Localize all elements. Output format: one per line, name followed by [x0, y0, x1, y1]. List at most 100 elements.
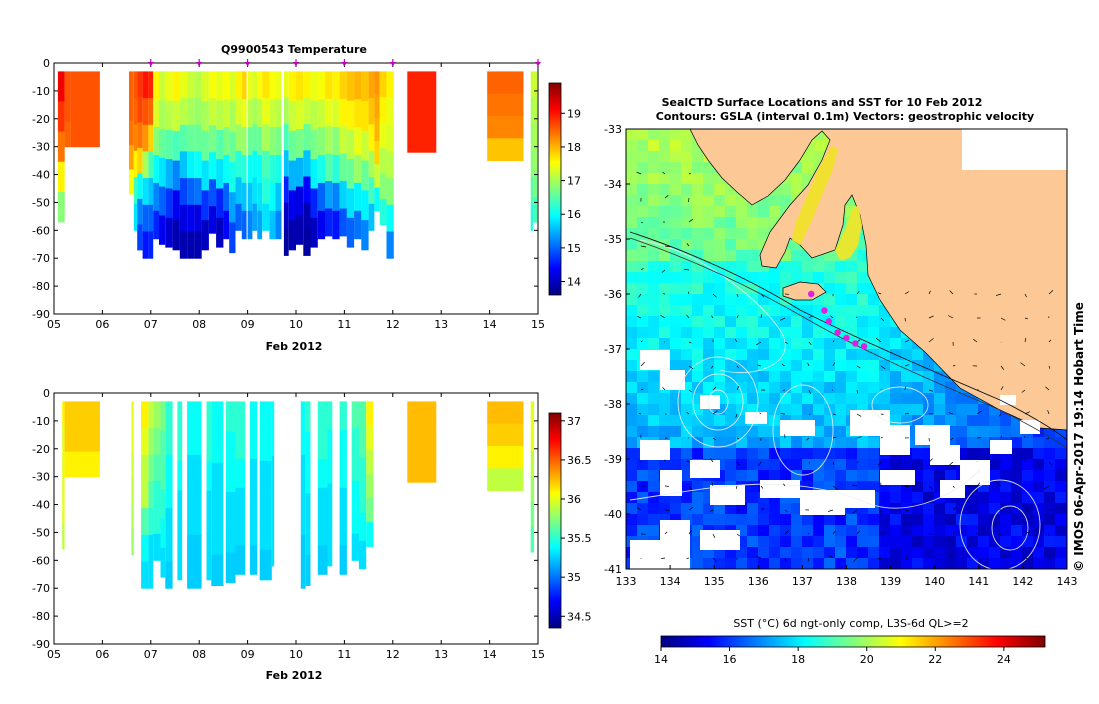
- sst-cell: [934, 514, 945, 525]
- map-y-tick-label: -40: [604, 508, 622, 521]
- seal-location: [821, 307, 827, 313]
- sst-cell: [824, 514, 835, 525]
- profile-cell: [226, 462, 236, 493]
- sst-cell: [747, 250, 758, 261]
- sst-cell: [879, 327, 890, 338]
- sst-cell: [769, 525, 780, 536]
- sst-cell: [791, 514, 802, 525]
- sst-cell: [626, 140, 637, 151]
- sst-cell: [824, 558, 835, 569]
- sst-cell: [1066, 272, 1077, 283]
- sst-cell: [901, 547, 912, 558]
- sst-cell: [978, 536, 989, 547]
- profile-cell: [153, 127, 159, 155]
- profile-cell: [387, 178, 394, 205]
- sst-cell: [835, 525, 846, 536]
- profile-cell: [306, 493, 311, 524]
- sst-cell: [692, 239, 703, 250]
- profile-cell: [325, 154, 332, 182]
- map-x-tick-label: 136: [748, 575, 769, 588]
- sst-cell: [681, 305, 692, 316]
- sst-cell: [1044, 536, 1055, 547]
- profile-cell: [211, 493, 223, 524]
- sst-cell: [824, 525, 835, 536]
- sst-cell: [670, 261, 681, 272]
- profile-cell: [159, 129, 165, 158]
- sst-cell: [703, 338, 714, 349]
- sst-cell: [824, 349, 835, 360]
- sst-cell: [879, 382, 890, 393]
- sst-cell: [1033, 492, 1044, 503]
- profile-cell: [165, 535, 172, 562]
- profile-cell: [487, 446, 523, 469]
- profile-cell: [374, 141, 379, 165]
- sst-cell: [725, 217, 736, 228]
- sst-cell: [681, 415, 692, 426]
- velocity-vector: [881, 414, 884, 415]
- sst-cell: [736, 305, 747, 316]
- sst-cell: [626, 382, 637, 393]
- sst-cell: [1044, 525, 1055, 536]
- sst-cell: [912, 492, 923, 503]
- sst-cell: [703, 305, 714, 316]
- profile-cell: [260, 520, 272, 550]
- profile-cell: [242, 127, 247, 155]
- colorbar-tick-label: 16: [567, 208, 581, 221]
- sst-cell: [681, 349, 692, 360]
- sst-cell: [901, 338, 912, 349]
- profile-cell: [340, 517, 347, 546]
- sst-cell: [934, 558, 945, 569]
- sst-cell: [670, 140, 681, 151]
- sst-cell: [648, 470, 659, 481]
- sst-cell: [978, 525, 989, 536]
- sst-cell: [1000, 558, 1011, 569]
- sst-cell: [769, 470, 780, 481]
- sst-cell: [901, 459, 912, 470]
- sst-cell: [802, 437, 813, 448]
- profile-cell: [137, 199, 142, 225]
- sst-cell: [934, 415, 945, 426]
- x-tick-label: 09: [241, 318, 255, 331]
- sst-cell: [648, 184, 659, 195]
- profile-cell: [173, 101, 180, 131]
- sst-cell: [769, 360, 780, 371]
- profile-cell: [275, 183, 281, 211]
- sst-cell: [912, 547, 923, 558]
- sst-cell: [1044, 481, 1055, 492]
- sst-cell: [648, 481, 659, 492]
- profile-cell: [387, 151, 394, 178]
- profile-cell: [187, 205, 194, 232]
- profile-cell: [242, 99, 247, 127]
- profile-cell: [137, 148, 142, 174]
- cloud-patch: [690, 460, 720, 478]
- sst-cell: [1044, 514, 1055, 525]
- profile-cell: [148, 562, 153, 589]
- profile-cell: [137, 97, 142, 123]
- sst-cell: [857, 514, 868, 525]
- profile-cell: [359, 485, 366, 513]
- sst-cell: [1000, 426, 1011, 437]
- sst-cell: [670, 448, 681, 459]
- sst-cell: [813, 360, 824, 371]
- sst-cell: [681, 503, 692, 514]
- sst-cell: [747, 503, 758, 514]
- sst-cell: [626, 338, 637, 349]
- sst-cell: [868, 360, 879, 371]
- profile-cell: [361, 131, 368, 161]
- profile-cell: [275, 127, 281, 155]
- profile-cell: [159, 216, 165, 245]
- sst-cell: [714, 371, 725, 382]
- map-y-tick-label: -34: [604, 178, 622, 191]
- sst-cell: [1066, 140, 1077, 151]
- sst-colorbar-label: SST (°C) 6d ngt-only comp, L3S-6d QL>=2: [733, 617, 968, 630]
- profile-cell: [242, 155, 247, 183]
- sst-cell: [769, 371, 780, 382]
- profile-cell: [161, 431, 166, 461]
- sst-cell: [736, 558, 747, 569]
- sst-cell: [692, 228, 703, 239]
- sst-cell: [824, 327, 835, 338]
- profile-marker-head: [245, 62, 251, 66]
- profile-cell: [284, 98, 289, 125]
- sst-cell: [758, 558, 769, 569]
- sst-cell: [626, 470, 637, 481]
